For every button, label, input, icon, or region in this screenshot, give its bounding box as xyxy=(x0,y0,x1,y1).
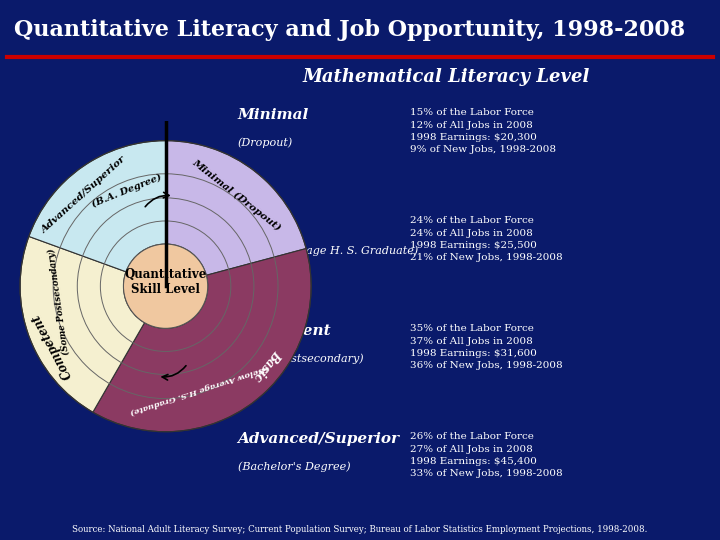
Text: Competent: Competent xyxy=(238,324,331,338)
Text: 35% of the Labor Force
37% of All Jobs in 2008
1998 Earnings: $31,600
36% of New: 35% of the Labor Force 37% of All Jobs i… xyxy=(410,324,563,370)
Wedge shape xyxy=(166,141,306,275)
Text: Minimal: Minimal xyxy=(238,108,309,122)
Wedge shape xyxy=(29,141,166,272)
Text: Competent: Competent xyxy=(30,312,75,381)
Text: (Below Average H. S. Graduate): (Below Average H. S. Graduate) xyxy=(238,246,418,256)
Text: Quantitative
Skill Level: Quantitative Skill Level xyxy=(125,268,207,296)
Text: Source: National Adult Literacy Survey; Current Population Survey; Bureau of Lab: Source: National Adult Literacy Survey; … xyxy=(72,524,648,534)
Text: (Bachelor's Degree): (Bachelor's Degree) xyxy=(238,462,350,472)
Text: (Dropout): (Dropout) xyxy=(238,138,293,148)
Circle shape xyxy=(123,244,208,328)
Text: (Below Average H.S. Graduate): (Below Average H.S. Graduate) xyxy=(129,363,269,416)
Text: (B.A. Degree): (B.A. Degree) xyxy=(91,172,163,208)
Text: 26% of the Labor Force
27% of All Jobs in 2008
1998 Earnings: $45,400
33% of New: 26% of the Labor Force 27% of All Jobs i… xyxy=(410,432,563,478)
Wedge shape xyxy=(20,237,145,412)
Text: (Some Postsecondary): (Some Postsecondary) xyxy=(238,354,363,364)
Text: Advanced/Superior: Advanced/Superior xyxy=(40,155,127,235)
Text: Advanced/Superior: Advanced/Superior xyxy=(238,432,400,446)
Wedge shape xyxy=(93,248,311,431)
Text: (Some Postsecondary): (Some Postsecondary) xyxy=(48,247,71,355)
Text: 15% of the Labor Force
12% of All Jobs in 2008
1998 Earnings: $20,300
9% of New : 15% of the Labor Force 12% of All Jobs i… xyxy=(410,108,557,154)
Text: Minimal (Dropout): Minimal (Dropout) xyxy=(191,158,283,233)
Text: Mathematical Literacy Level: Mathematical Literacy Level xyxy=(302,68,590,85)
Text: 24% of the Labor Force
24% of All Jobs in 2008
1998 Earnings: $25,500
21% of New: 24% of the Labor Force 24% of All Jobs i… xyxy=(410,216,563,262)
Text: Quantitative Literacy and Job Opportunity, 1998-2008: Quantitative Literacy and Job Opportunit… xyxy=(14,19,685,41)
Text: Basic: Basic xyxy=(251,347,283,383)
Text: Basic: Basic xyxy=(238,216,284,230)
